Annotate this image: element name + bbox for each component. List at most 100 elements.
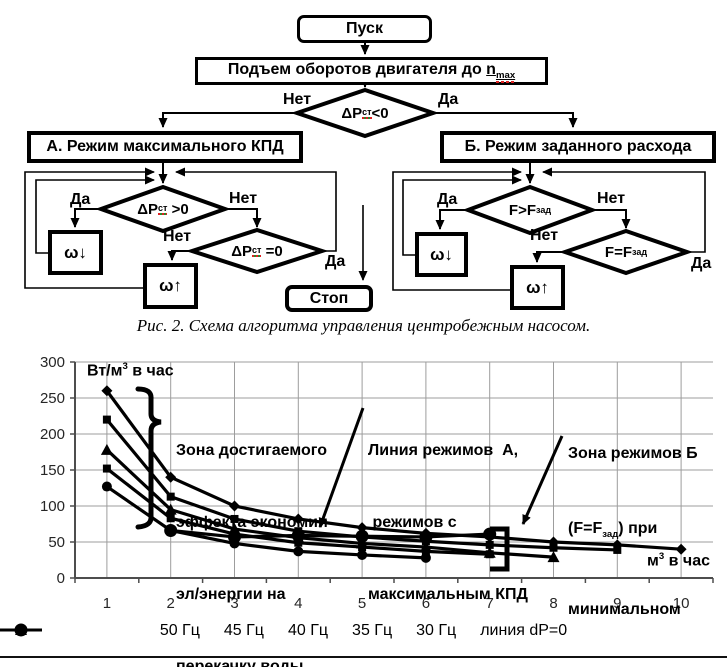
connector-d2-no xyxy=(225,208,262,228)
omega-up-a-node: ω↑ xyxy=(143,263,198,309)
annotation-line: минимальном xyxy=(568,601,681,619)
stop-label: Стоп xyxy=(309,289,349,307)
legend-item: 45 Гц xyxy=(0,622,264,640)
yes-label-d3: Да xyxy=(325,253,346,270)
legend-item: 30 Гц xyxy=(0,622,457,640)
connector-d3-no xyxy=(167,250,192,261)
branch-b-node: Б. Режим заданного расхода xyxy=(440,131,716,163)
branch-a-node: А. Режим максимального КПД xyxy=(27,131,303,163)
annotation-line: Зона достигаемого xyxy=(176,442,327,459)
stop-node: Стоп xyxy=(285,285,373,312)
loop-b-inner xyxy=(402,175,522,256)
legend-label: 35 Гц xyxy=(352,622,393,639)
no-label-d3: Нет xyxy=(163,228,192,245)
omega-up-label: ω↑ xyxy=(526,277,549,297)
yes-label-d2: Да xyxy=(70,191,91,208)
x-tick-label: 9 xyxy=(613,595,621,612)
annotation-line-a: Линия режимов А, режимов с максимальным … xyxy=(368,391,528,655)
loop-a-inner xyxy=(35,175,155,254)
x-axis-unit-label: м3 в час xyxy=(647,551,710,570)
branch-b-label: Б. Режим заданного расхода xyxy=(464,138,692,155)
x-tick-label: 5 xyxy=(358,595,366,612)
yes-label-d4: Да xyxy=(437,191,458,208)
loop-b-outer xyxy=(392,167,522,291)
decision-f-gt-diamond xyxy=(462,184,598,236)
annotation-line: максимальным КПД xyxy=(368,586,528,603)
start-label: Пуск xyxy=(346,20,383,37)
zone-a-brace xyxy=(135,386,162,530)
decision-dp-pos-text: ΔP ст >0 xyxy=(137,200,189,218)
legend-label: 30 Гц xyxy=(416,622,457,639)
y-tick-label: 100 xyxy=(40,498,65,515)
annotation-line: (F=Fзад) при xyxy=(568,520,658,541)
legend-label: 50 Гц xyxy=(159,622,200,639)
legend-item: линия dP=0 xyxy=(0,622,568,640)
x-tick-label: 8 xyxy=(549,595,557,612)
y-tick-label: 150 xyxy=(40,462,65,479)
connector-d2-yes xyxy=(70,208,101,228)
x-tick-label: 10 xyxy=(673,595,690,612)
y-tick-label: 0 xyxy=(57,570,65,587)
connector-d5-no xyxy=(532,251,565,263)
x-tick-label: 2 xyxy=(167,595,175,612)
yes-label-d1: Да xyxy=(438,91,459,108)
decision-f-eq-diamond xyxy=(558,228,694,276)
legend-label: линия dP=0 xyxy=(480,622,568,639)
no-label-d4: Нет xyxy=(597,190,626,207)
zone-b-arrow xyxy=(521,435,564,525)
decision-dp0-text: ΔP ст <0 xyxy=(341,104,389,122)
chart-legend: 50 Гц 45 Гц 40 Гц 35 Гц 30 Гц линия dP=0 xyxy=(0,622,727,640)
figure-caption: Рис. 2. Схема алгоритма управления центр… xyxy=(136,316,591,335)
decision-dp-eq-text: ΔP ст =0 xyxy=(231,242,283,260)
line-a-arrow xyxy=(318,407,365,528)
x-tick-label: 7 xyxy=(486,595,494,612)
annotation-line: режимов с xyxy=(368,514,457,531)
decision-f-gt-text: F>F зад xyxy=(508,201,552,219)
x-tick-label: 6 xyxy=(422,595,430,612)
zone-b-bracket xyxy=(490,526,510,572)
x-tick-label: 1 xyxy=(103,595,111,612)
loop-a-outer xyxy=(24,167,155,289)
no-label-d5: Нет xyxy=(530,227,559,244)
no-label-d2: Нет xyxy=(229,190,258,207)
omega-down-a-node: ω↓ xyxy=(48,230,103,275)
connector-d4-yes xyxy=(435,209,468,230)
x-tick-label: 3 xyxy=(230,595,238,612)
ramp-label: Подъем оборотов двигателя до nmax xyxy=(227,60,516,84)
omega-down-label: ω↓ xyxy=(430,244,453,264)
annotation-zone-a: Зона достигаемого эффекта экономии эл/эн… xyxy=(176,391,328,667)
loop-b-right xyxy=(542,167,706,253)
legend-item: 50 Гц xyxy=(0,622,200,640)
decision-f-eq-text: F=F зад xyxy=(604,243,648,261)
omega-down-label: ω↓ xyxy=(64,242,87,262)
legend-label: 45 Гц xyxy=(223,622,264,639)
connector-no-branch-a xyxy=(158,112,297,128)
ramp-node: Подъем оборотов двигателя до nmax xyxy=(195,57,548,85)
connector-yes-branch-b xyxy=(433,112,578,128)
legend-marker xyxy=(0,623,42,637)
legend-item: 40 Гц xyxy=(0,622,329,640)
annotation-line: Зона режимов Б xyxy=(568,445,698,462)
loop-a-right xyxy=(175,167,337,252)
annotation-line: эффекта экономии xyxy=(176,514,328,531)
connector-d4-no xyxy=(592,209,631,229)
omega-up-b-node: ω↑ xyxy=(510,265,565,310)
annotation-line: перекачку воды xyxy=(176,658,304,667)
yes-label-d5: Да xyxy=(691,255,712,272)
x-tick-label: 4 xyxy=(294,595,302,612)
no-label-d1: Нет xyxy=(283,91,312,108)
y-tick-label: 250 xyxy=(40,390,65,407)
bottom-divider xyxy=(0,656,727,658)
y-tick-label: 50 xyxy=(48,534,65,551)
omega-down-b-node: ω↓ xyxy=(415,232,468,277)
legend-item: 35 Гц xyxy=(0,622,393,640)
y-axis-unit-label: Вт/м3 в час xyxy=(87,361,174,380)
omega-up-label: ω↑ xyxy=(159,276,182,295)
annotation-zone-b: Зона режимов Б (F=Fзад) при минимальном … xyxy=(568,391,699,667)
start-node: Пуск xyxy=(297,15,432,43)
y-tick-label: 300 xyxy=(40,354,65,371)
branch-a-label: А. Режим максимального КПД xyxy=(46,138,284,155)
legend-label: 40 Гц xyxy=(287,622,329,639)
chart-plot-area: 0 50 100 150 200 250 300 1 2 3 4 5 6 7 8 9 10 xyxy=(40,354,714,612)
